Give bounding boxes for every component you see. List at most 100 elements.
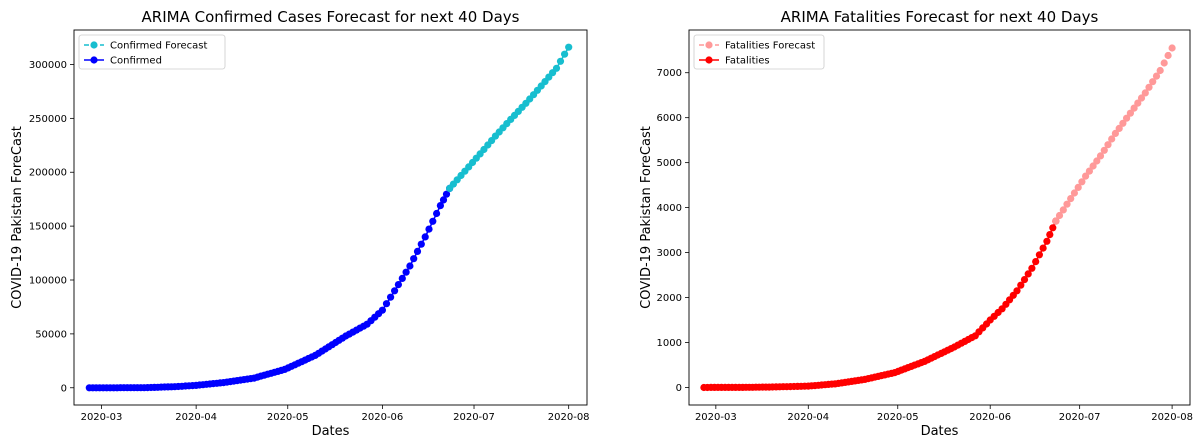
- legend-label: Fatalities Forecast: [725, 41, 815, 52]
- data-point: [442, 190, 451, 198]
- y-tick-label: 100000: [29, 276, 67, 287]
- data-point: [1017, 281, 1025, 289]
- data-point: [561, 50, 569, 58]
- data-point: [425, 225, 433, 233]
- x-axis-label: Dates: [312, 424, 350, 439]
- data-point: [406, 262, 414, 270]
- data-point: [417, 240, 425, 248]
- data-point: [1055, 211, 1064, 220]
- data-point: [433, 209, 441, 218]
- legend: Confirmed Forecast Confirmed: [78, 34, 226, 70]
- data-point: [1130, 104, 1138, 112]
- data-point: [413, 247, 422, 255]
- data-point: [402, 268, 410, 276]
- y-tick-label: 1000: [657, 338, 682, 349]
- data-point: [1104, 141, 1112, 149]
- data-point: [1039, 244, 1047, 252]
- legend-swatch-marker: [705, 56, 713, 64]
- data-point: [1020, 276, 1029, 284]
- x-tick-label: 2020-03: [695, 412, 737, 423]
- data-point: [436, 202, 444, 210]
- data-point: [1093, 157, 1101, 165]
- data-point: [1013, 287, 1021, 295]
- data-point: [1052, 217, 1060, 225]
- data-point: [556, 57, 565, 65]
- x-tick-label: 2020-08: [548, 412, 590, 423]
- data-point: [1123, 114, 1131, 122]
- x-tick-label: 2020-03: [81, 412, 123, 423]
- chart-title: ARIMA Confirmed Cases Forecast for next …: [142, 8, 520, 26]
- y-tick-label: 150000: [29, 222, 67, 233]
- data-point: [1063, 200, 1071, 208]
- data-point: [1024, 270, 1032, 278]
- x-tick-label: 2020-06: [969, 412, 1011, 423]
- data-point: [394, 281, 402, 289]
- data-point: [382, 300, 391, 308]
- data-point: [378, 306, 386, 314]
- data-point: [398, 274, 406, 282]
- data-point: [1164, 51, 1172, 60]
- x-tick-label: 2020-07: [1059, 412, 1101, 423]
- data-point: [1046, 231, 1054, 239]
- y-tick-label: 5000: [657, 158, 682, 169]
- data-point: [552, 64, 561, 72]
- legend-label: Confirmed Forecast: [110, 41, 207, 52]
- data-point: [1089, 162, 1097, 170]
- data-point: [1100, 146, 1108, 154]
- x-tick-label: 2020-05: [267, 412, 309, 423]
- data-point: [1160, 59, 1168, 67]
- y-tick-label: 250000: [29, 114, 67, 125]
- series-markers-2: [85, 184, 454, 392]
- y-tick-label: 200000: [29, 168, 67, 179]
- data-point: [1085, 167, 1093, 175]
- data-point: [565, 43, 573, 51]
- data-point: [1168, 44, 1176, 52]
- y-axis-label: COVID-19 Pakistan ForeCast: [639, 126, 654, 309]
- data-point: [1078, 178, 1086, 186]
- data-point: [1134, 99, 1142, 107]
- legend-label: Fatalities: [725, 56, 770, 67]
- data-point: [1049, 224, 1057, 232]
- legend-box: [78, 34, 226, 70]
- y-tick-label: 2000: [657, 293, 682, 304]
- y-tick-label: 6000: [657, 113, 682, 124]
- x-tick-label: 2020-07: [453, 412, 495, 423]
- data-point: [1070, 189, 1078, 197]
- data-point: [1108, 135, 1116, 143]
- x-tick-label: 2020-06: [362, 412, 404, 423]
- data-point: [1028, 264, 1036, 272]
- legend-swatch-marker: [90, 56, 98, 64]
- data-point: [421, 233, 429, 241]
- y-tick-label: 0: [676, 383, 682, 394]
- data-point: [1145, 83, 1153, 91]
- data-point: [1149, 78, 1157, 86]
- x-tick-label: 2020-04: [787, 412, 829, 423]
- data-point: [439, 196, 448, 204]
- chart-panel-1: 2020-03 2020-04 2020-05 2020-06 2020-07 2020-…: [10, 8, 590, 439]
- data-point: [1074, 183, 1082, 191]
- legend-swatch-marker: [705, 41, 713, 49]
- chart-title: ARIMA Fatalities Forecast for next 40 Da…: [781, 8, 1099, 26]
- data-point: [391, 287, 399, 295]
- y-tick-label: 4000: [657, 203, 682, 214]
- legend-box: [693, 34, 825, 70]
- chart-panel-2: 2020-03 2020-04 2020-05 2020-06 2020-07 2020-…: [639, 8, 1193, 439]
- data-point: [1035, 251, 1043, 259]
- data-point: [1137, 94, 1146, 102]
- y-tick-label: 0: [61, 383, 67, 394]
- data-point: [410, 255, 418, 263]
- series-markers-2: [700, 217, 1060, 392]
- legend: Fatalities Forecast Fatalities: [693, 34, 825, 70]
- data-point: [1141, 89, 1149, 97]
- series-markers-1: [1052, 44, 1176, 225]
- legend-swatch-marker: [90, 41, 98, 49]
- data-point: [387, 293, 395, 301]
- plot-frame: [688, 29, 1191, 406]
- data-point: [1126, 109, 1134, 117]
- data-point: [1119, 119, 1127, 127]
- data-point: [1156, 66, 1164, 75]
- data-point: [1152, 72, 1161, 80]
- data-point: [1067, 195, 1075, 203]
- legend-label: Confirmed: [110, 56, 162, 67]
